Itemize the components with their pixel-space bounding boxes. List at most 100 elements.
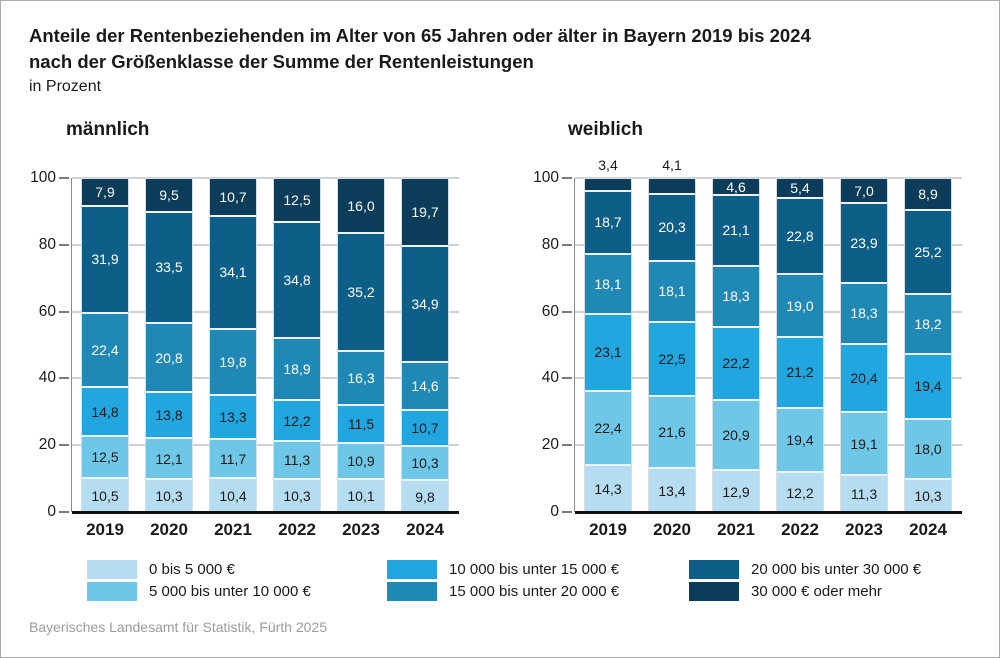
chart-title-line-1: Anteile der Rentenbeziehenden im Alter v… xyxy=(29,25,811,46)
bar-segment: 10,5 xyxy=(82,477,128,512)
value-label: 12,5 xyxy=(91,449,119,466)
y-axis-tick xyxy=(59,177,69,179)
bar-segment: 22,5 xyxy=(649,320,695,396)
value-label: 23,9 xyxy=(850,235,878,252)
bar-segment: 10,1 xyxy=(338,478,384,512)
bar-segment: 22,2 xyxy=(713,325,759,400)
value-label: 22,4 xyxy=(91,341,119,358)
value-label: 4,6 xyxy=(726,178,746,195)
x-axis-year-label: 2021 xyxy=(717,520,755,539)
y-axis-tick xyxy=(562,444,572,447)
bar-segment: 21,1 xyxy=(713,194,759,265)
value-label: 13,3 xyxy=(219,409,247,426)
value-label: 31,9 xyxy=(91,251,119,268)
bar-segment: 9,8 xyxy=(402,479,448,512)
bar-segment: 11,3 xyxy=(841,474,887,513)
value-label: 10,3 xyxy=(411,455,439,472)
value-label: 18,7 xyxy=(594,214,622,231)
bar-segment: 5,4 xyxy=(777,179,823,197)
value-label: 12,5 xyxy=(283,191,311,208)
value-label: 12,9 xyxy=(722,483,750,500)
bar-segment: 13,4 xyxy=(649,467,695,512)
stacked-bar: 16,0 35,2 16,3 11,5 10,9 10,1 xyxy=(337,178,385,512)
bar-segment: 16,3 xyxy=(338,349,384,404)
bar-segment: 19,4 xyxy=(905,353,951,418)
x-axis-year-label: 2024 xyxy=(406,520,444,539)
chart-title-line-2: nach der Größenklasse der Summe der Rent… xyxy=(29,51,534,72)
value-label: 35,2 xyxy=(347,283,375,300)
value-label: 5,4 xyxy=(790,179,810,196)
bar-segment: 23,1 xyxy=(585,312,631,390)
gridline xyxy=(72,243,459,246)
value-label: 21,1 xyxy=(722,222,750,239)
value-label: 11,3 xyxy=(283,451,311,468)
bar-segment: 31,9 xyxy=(82,205,128,312)
y-axis-label: 60 xyxy=(38,302,56,320)
value-label: 14,6 xyxy=(411,378,439,395)
value-label: 33,5 xyxy=(155,259,183,276)
bar-segment: 22,4 xyxy=(82,311,128,387)
chart-legend: 0 bis 5 000 € 5 000 bis unter 10 000 € 10… xyxy=(1,560,999,604)
value-label: 9,8 xyxy=(415,488,435,505)
y-axis-label: 20 xyxy=(38,436,56,454)
y-axis-label: 80 xyxy=(38,235,56,253)
value-label: 19,4 xyxy=(786,432,814,449)
value-label: 20,3 xyxy=(658,219,686,236)
y-axis-tick xyxy=(562,177,572,179)
value-label: 18,0 xyxy=(914,440,942,457)
legend-swatch xyxy=(689,582,739,601)
x-axis-baseline xyxy=(575,511,962,514)
bar-segment: 13,3 xyxy=(210,394,256,439)
chart-title-block: Anteile der Rentenbeziehenden im Alter v… xyxy=(29,23,811,99)
stacked-bar: 12,5 34,8 18,9 12,2 11,3 10,3 xyxy=(273,178,321,512)
value-label: 18,2 xyxy=(914,315,942,332)
bar-segment xyxy=(649,179,695,193)
bar-segment: 10,9 xyxy=(338,442,384,479)
value-label: 19,8 xyxy=(219,354,247,371)
value-label: 7,9 xyxy=(95,184,115,201)
bar-segment: 14,8 xyxy=(82,386,128,436)
bar-segment: 10,3 xyxy=(274,477,320,512)
y-axis-label: 100 xyxy=(30,169,56,186)
legend-label: 30 000 € oder mehr xyxy=(751,583,882,600)
bar-segment: 18,7 xyxy=(585,190,631,253)
bar-segment: 18,2 xyxy=(905,292,951,354)
y-axis-label: 100 xyxy=(533,169,559,186)
bar-segment: 10,7 xyxy=(210,179,256,215)
value-label: 25,2 xyxy=(914,243,942,260)
x-axis-year-label: 2020 xyxy=(150,520,188,539)
bar-segment: 14,3 xyxy=(585,464,631,512)
bar-segment: 18,3 xyxy=(713,264,759,326)
bar-segment: 20,8 xyxy=(146,322,192,392)
bar-segment: 13,8 xyxy=(146,391,192,438)
bar-segment: 18,1 xyxy=(649,260,695,321)
bar-segment: 18,9 xyxy=(274,336,320,400)
value-label: 14,8 xyxy=(91,403,119,420)
x-axis-year-label: 2019 xyxy=(589,520,627,539)
gridline xyxy=(72,444,459,447)
stacked-bar: 19,7 34,9 14,6 10,7 10,3 9,8 xyxy=(401,178,449,512)
value-label: 19,7 xyxy=(411,203,439,220)
bar-segment: 19,0 xyxy=(777,272,823,337)
chart-subtitle: in Prozent xyxy=(29,78,102,95)
value-label: 18,3 xyxy=(850,305,878,322)
gridline xyxy=(575,377,962,380)
value-label: 12,1 xyxy=(155,450,183,467)
bar-segment: 10,3 xyxy=(146,477,192,513)
value-label: 11,7 xyxy=(219,450,247,467)
y-axis-tick xyxy=(562,310,572,313)
x-axis-year-label: 2020 xyxy=(653,520,691,539)
y-axis-label: 20 xyxy=(541,436,559,454)
bar-segment: 22,4 xyxy=(585,389,631,465)
legend-column: 20 000 bis unter 30 000 € 30 000 € oder m… xyxy=(689,560,921,604)
bar-segment: 34,1 xyxy=(210,214,256,329)
bar-segment: 14,6 xyxy=(402,360,448,410)
stacked-bar: 9,5 33,5 20,8 13,8 12,1 10,3 xyxy=(145,178,193,513)
x-axis-year-label: 2023 xyxy=(342,520,380,539)
y-axis-tick xyxy=(562,243,572,246)
value-label: 20,8 xyxy=(155,349,183,366)
value-label: 10,7 xyxy=(411,420,439,437)
legend-label: 10 000 bis unter 15 000 € xyxy=(449,561,620,578)
gridline xyxy=(72,377,459,380)
value-label: 11,3 xyxy=(850,486,878,503)
